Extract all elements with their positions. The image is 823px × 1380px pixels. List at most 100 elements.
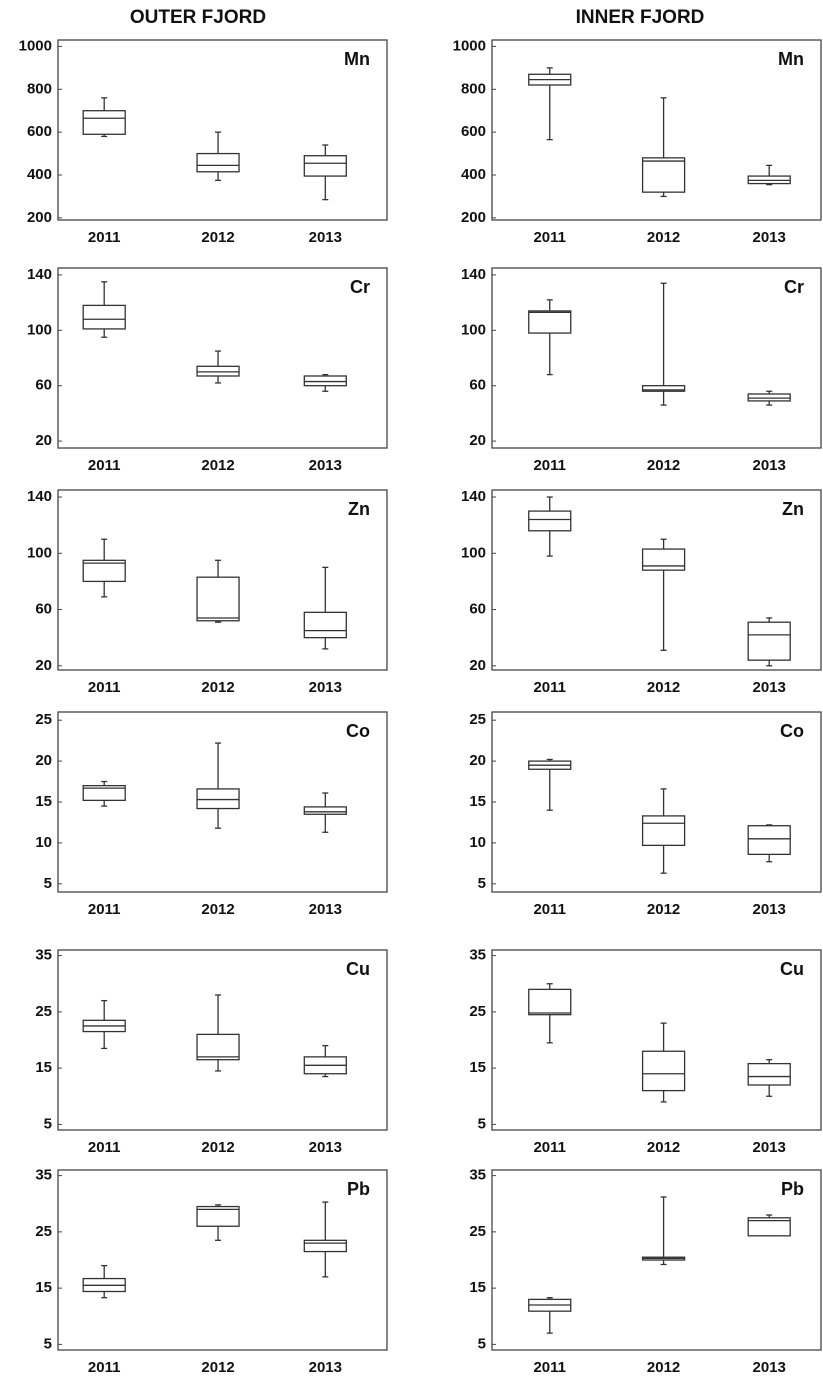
x-tick-label: 2013 xyxy=(753,901,786,918)
y-tick-label: 15 xyxy=(469,1279,486,1296)
x-tick-label: 2011 xyxy=(88,457,121,474)
y-tick-label: 140 xyxy=(461,266,486,283)
y-tick-label: 25 xyxy=(35,1223,52,1240)
box xyxy=(528,510,572,532)
y-tick-label: 140 xyxy=(27,266,52,283)
panel-title: Cu xyxy=(780,959,804,979)
y-tick-label: 25 xyxy=(35,1003,52,1020)
plot-frame xyxy=(491,711,822,893)
y-tick-label: 100 xyxy=(27,321,52,338)
panel-title: Zn xyxy=(348,499,370,519)
y-tick-label: 5 xyxy=(478,1115,486,1132)
y-tick-label: 100 xyxy=(461,544,486,561)
y-tick-label: 100 xyxy=(27,544,52,561)
box xyxy=(82,304,126,330)
y-tick-label: 15 xyxy=(35,793,52,810)
x-tick-label: 2011 xyxy=(533,679,566,696)
y-tick-label: 400 xyxy=(461,166,486,183)
y-tick-label: 15 xyxy=(469,793,486,810)
x-tick-label: 2013 xyxy=(309,1139,342,1156)
x-tick-label: 2012 xyxy=(201,229,234,246)
x-tick-label: 2013 xyxy=(753,229,786,246)
plot-frame xyxy=(491,39,822,221)
y-tick-label: 100 xyxy=(461,321,486,338)
plot-frame xyxy=(57,1169,388,1351)
x-tick-label: 2013 xyxy=(753,1359,786,1376)
y-tick-label: 20 xyxy=(35,657,52,674)
box xyxy=(196,152,240,173)
y-tick-label: 25 xyxy=(469,711,486,728)
y-tick-label: 5 xyxy=(44,875,52,892)
x-tick-label: 2012 xyxy=(201,901,234,918)
x-tick-label: 2011 xyxy=(88,1139,121,1156)
x-tick-label: 2012 xyxy=(647,679,680,696)
y-tick-label: 400 xyxy=(27,166,52,183)
plot-frame xyxy=(57,949,388,1131)
y-tick-label: 140 xyxy=(27,488,52,505)
x-tick-label: 2013 xyxy=(309,457,342,474)
box-plot: Zn 20 60 100 140 2011 2012 2013 xyxy=(27,488,388,696)
y-tick-label: 20 xyxy=(469,657,486,674)
box xyxy=(747,1062,791,1086)
plot-frame xyxy=(491,489,822,671)
y-tick-label: 1000 xyxy=(453,37,486,54)
x-tick-label: 2012 xyxy=(647,901,680,918)
x-tick-label: 2011 xyxy=(533,901,566,918)
y-tick-label: 60 xyxy=(469,377,486,394)
box xyxy=(303,806,347,815)
y-tick-label: 20 xyxy=(469,432,486,449)
y-tick-label: 1000 xyxy=(19,37,52,54)
y-tick-label: 25 xyxy=(469,1003,486,1020)
box xyxy=(641,815,686,847)
box xyxy=(303,155,347,177)
x-tick-label: 2012 xyxy=(647,457,680,474)
y-tick-label: 20 xyxy=(35,432,52,449)
y-tick-label: 60 xyxy=(35,377,52,394)
box xyxy=(747,393,791,402)
x-tick-label: 2011 xyxy=(88,901,121,918)
box xyxy=(641,157,686,193)
y-tick-label: 25 xyxy=(469,1223,486,1240)
x-tick-label: 2012 xyxy=(201,1139,234,1156)
panel-title: Pb xyxy=(781,1179,804,1199)
x-tick-label: 2013 xyxy=(309,1359,342,1376)
y-tick-label: 35 xyxy=(35,1167,52,1184)
y-tick-label: 10 xyxy=(35,834,52,851)
box xyxy=(196,1205,240,1227)
y-tick-label: 35 xyxy=(469,947,486,964)
x-tick-label: 2011 xyxy=(88,229,121,246)
y-tick-label: 60 xyxy=(469,601,486,618)
y-tick-label: 15 xyxy=(469,1059,486,1076)
box-plot: Pb 5 15 25 35 2011 2012 2013 xyxy=(469,1167,822,1376)
y-tick-label: 15 xyxy=(35,1059,52,1076)
y-tick-label: 20 xyxy=(35,752,52,769)
box xyxy=(641,548,686,571)
plot-frame xyxy=(491,1169,822,1351)
y-tick-label: 35 xyxy=(35,947,52,964)
y-tick-label: 200 xyxy=(461,209,486,226)
panel-title: Co xyxy=(346,721,370,741)
box-plot: Cu 5 15 25 35 2011 2012 2013 xyxy=(35,947,388,1156)
box xyxy=(528,988,572,1016)
box xyxy=(82,784,126,802)
box xyxy=(747,1217,791,1237)
panel-title: Mn xyxy=(344,49,370,69)
box xyxy=(641,1050,686,1092)
box xyxy=(303,611,347,639)
panel-title: Cr xyxy=(350,277,370,297)
box xyxy=(303,375,347,387)
x-tick-label: 2013 xyxy=(309,229,342,246)
panel-title: Pb xyxy=(347,1179,370,1199)
box xyxy=(747,825,791,856)
panel-title: Mn xyxy=(778,49,804,69)
x-tick-label: 2012 xyxy=(201,1359,234,1376)
box xyxy=(303,1239,347,1253)
x-tick-label: 2012 xyxy=(201,679,234,696)
box-plot: Cu 5 15 25 35 2011 2012 2013 xyxy=(469,947,822,1156)
x-tick-label: 2013 xyxy=(753,1139,786,1156)
panel-title: Cr xyxy=(784,277,804,297)
x-tick-label: 2011 xyxy=(533,229,566,246)
y-tick-label: 5 xyxy=(478,875,486,892)
x-tick-label: 2012 xyxy=(647,1359,680,1376)
